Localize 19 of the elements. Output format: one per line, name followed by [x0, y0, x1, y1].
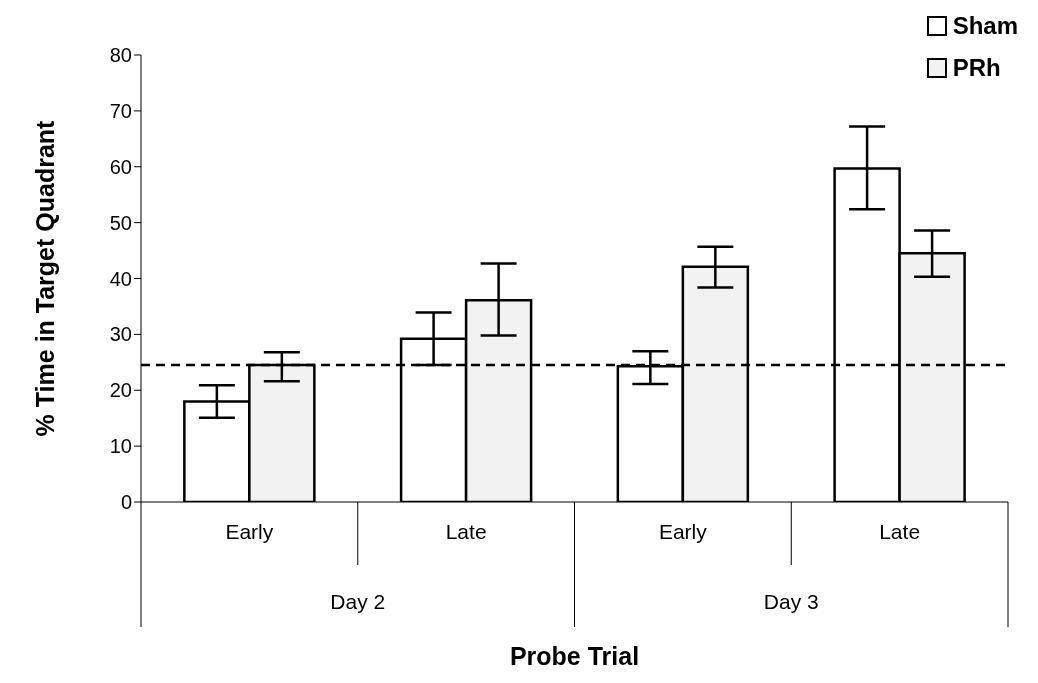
x-tick-label: Early: [225, 519, 274, 543]
y-tick-label: 20: [109, 379, 132, 402]
y-tick-label: 30: [109, 323, 132, 346]
x-tick-label: Early: [658, 519, 708, 543]
legend-label: Sham: [952, 12, 1018, 40]
y-axis-title: % Time in Target Quadrant: [30, 119, 59, 437]
y-tick-label: 0: [120, 491, 132, 514]
y-tick-label: 10: [109, 435, 132, 458]
y-tick-label: 50: [109, 211, 132, 234]
y-tick-label: 60: [109, 155, 132, 178]
y-tick-label: 40: [109, 267, 132, 290]
text: Day 2: [330, 590, 386, 613]
x-tick-label: Late: [445, 519, 487, 543]
y-tick-label: 70: [109, 99, 132, 122]
x-axis-title: Probe Trial: [509, 642, 640, 670]
y-tick-label: 80: [109, 44, 132, 67]
text: Day 3: [763, 590, 819, 613]
legend-label: PRh: [952, 54, 1001, 82]
x-tick-label: Late: [879, 519, 921, 543]
